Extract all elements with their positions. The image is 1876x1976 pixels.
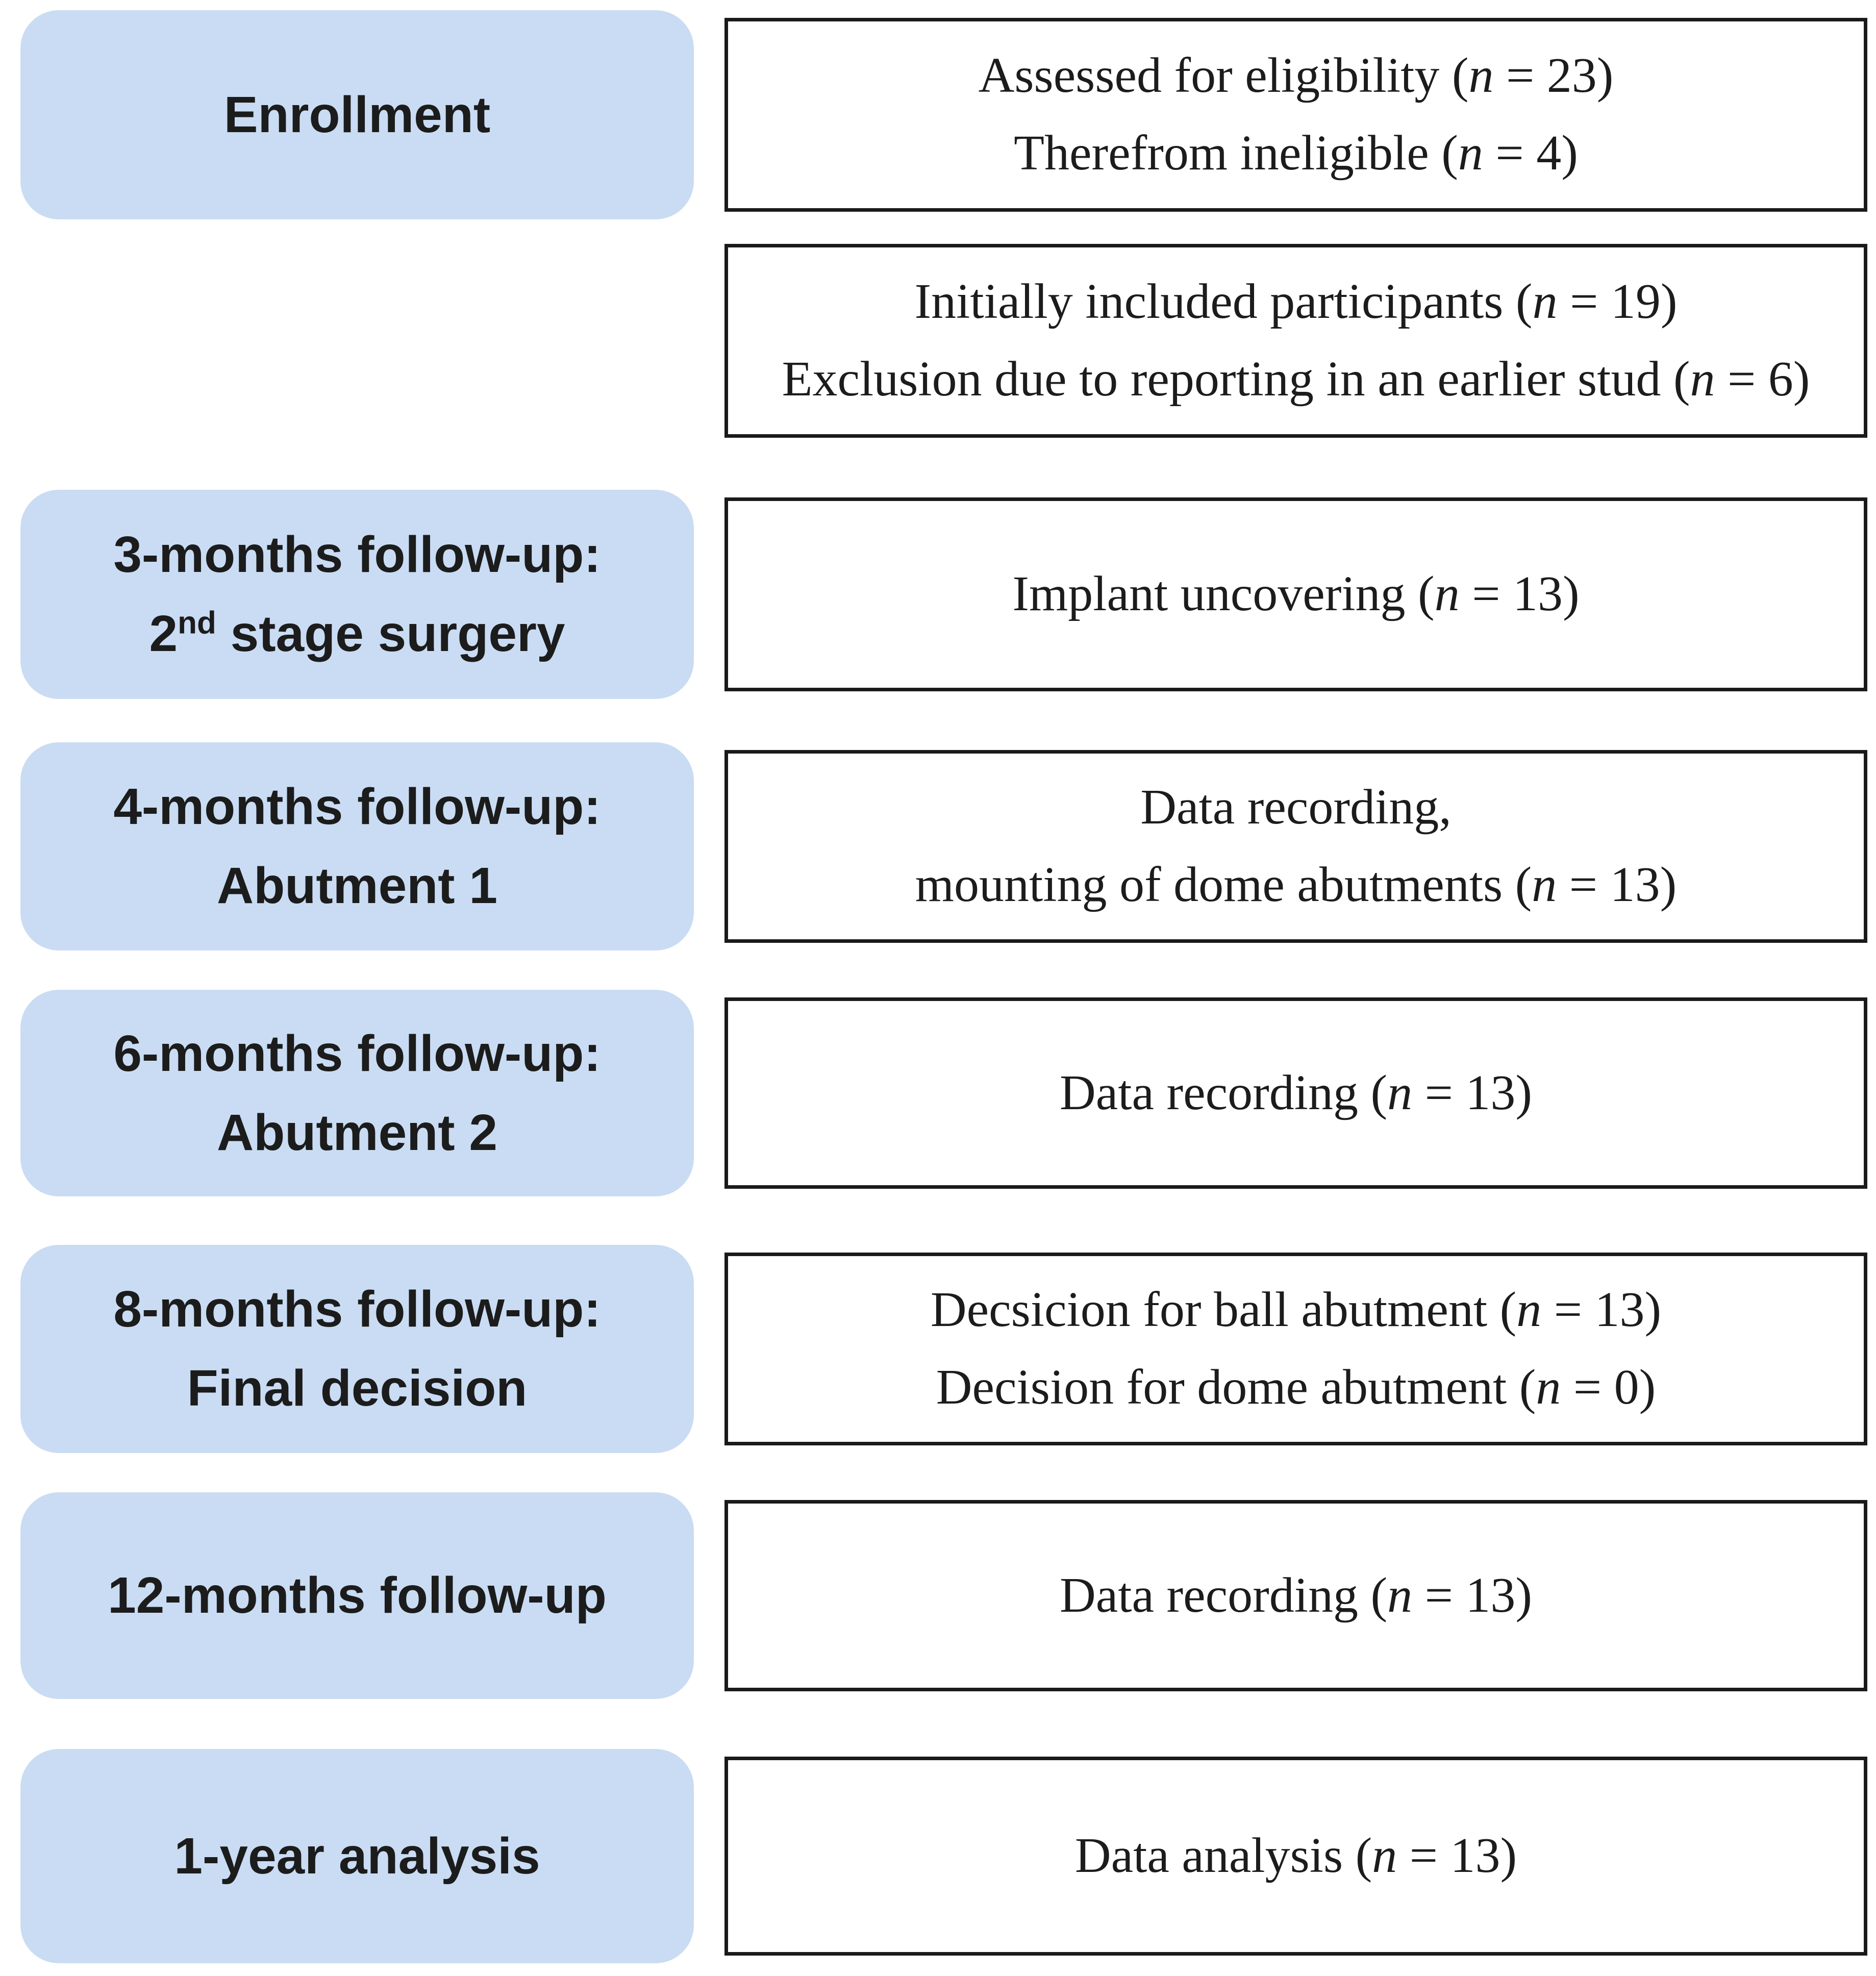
detail-box-data-recording-6m: Data recording (n = 13) xyxy=(724,997,1867,1189)
detail-box-data-recording-12m: Data recording (n = 13) xyxy=(724,1500,1867,1691)
stage-label-4-months-follow-up: 4-months follow-up: Abutment 1 xyxy=(20,742,694,951)
detail-box-dome-abutment-mounting: Data recording, mounting of dome abutment… xyxy=(724,750,1867,943)
detail-box-final-decision: Decsicion for ball abutment (n = 13) Deci… xyxy=(724,1253,1867,1445)
stage-label-1-year-analysis: 1-year analysis xyxy=(20,1749,694,1963)
detail-box-initially-included: Initially included participants (n = 19)… xyxy=(724,244,1867,438)
detail-box-implant-uncovering: Implant uncovering (n = 13) xyxy=(724,497,1867,691)
detail-box-data-analysis: Data analysis (n = 13) xyxy=(724,1757,1867,1956)
stage-label-enrollment: Enrollment xyxy=(20,10,694,219)
stage-label-8-months-follow-up: 8-months follow-up: Final decision xyxy=(20,1245,694,1453)
detail-box-eligibility: Assessed for eligibility (n = 23) Therefr… xyxy=(724,18,1867,212)
stage-label-12-months-follow-up: 12-months follow-up xyxy=(20,1492,694,1699)
stage-label-6-months-follow-up: 6-months follow-up: Abutment 2 xyxy=(20,990,694,1196)
stage-label-3-months-follow-up: 3-months follow-up: 2nd stage surgery xyxy=(20,490,694,699)
